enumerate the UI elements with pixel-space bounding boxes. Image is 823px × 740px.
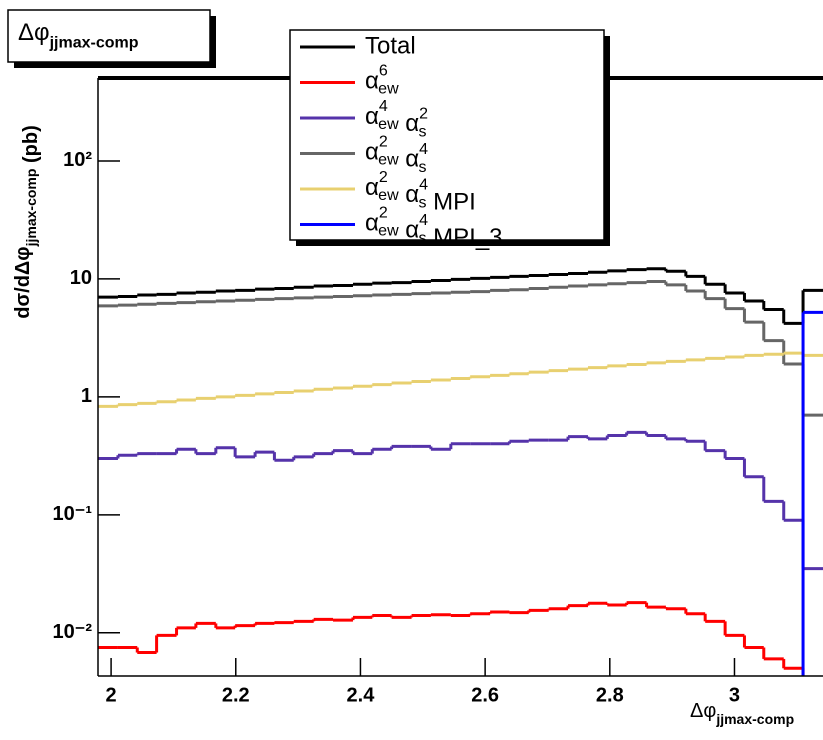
y-tick-label: 10⁻²: [53, 621, 93, 643]
legend-label: α6 ew: [365, 63, 399, 98]
chart-title: Δφjjmax-comp: [18, 19, 139, 51]
y-tick-label: 1: [81, 385, 92, 407]
legend-label: α2 ew α4 s: [365, 134, 428, 176]
legend-label: α2 ew α4 s MPI: [365, 169, 476, 215]
x-tick-label: 2: [106, 684, 117, 706]
y-tick-label: 10: [70, 267, 92, 289]
x-axis-label: Δφjjmax-comp: [690, 700, 794, 726]
x-tick-label: 2.8: [596, 684, 624, 706]
x-tick-label: 2.4: [347, 684, 376, 706]
legend-label: α4 ew α2 s: [365, 98, 428, 140]
x-tick-label: 3: [729, 684, 740, 706]
y-axis-label: dσ/dΔφjjmax-comp (pb): [12, 125, 42, 318]
x-tick-label: 2.2: [222, 684, 250, 706]
x-tick-label: 2.6: [471, 684, 499, 706]
legend-label: Total: [365, 32, 416, 59]
title-box: [7, 9, 211, 63]
y-tick-label: 10⁻¹: [53, 503, 93, 525]
legend-box: [289, 29, 605, 241]
plot-area: [98, 267, 823, 676]
legend-label: α2 ew α4 s MPI_3: [365, 205, 503, 251]
y-tick-label: 10²: [63, 149, 92, 171]
